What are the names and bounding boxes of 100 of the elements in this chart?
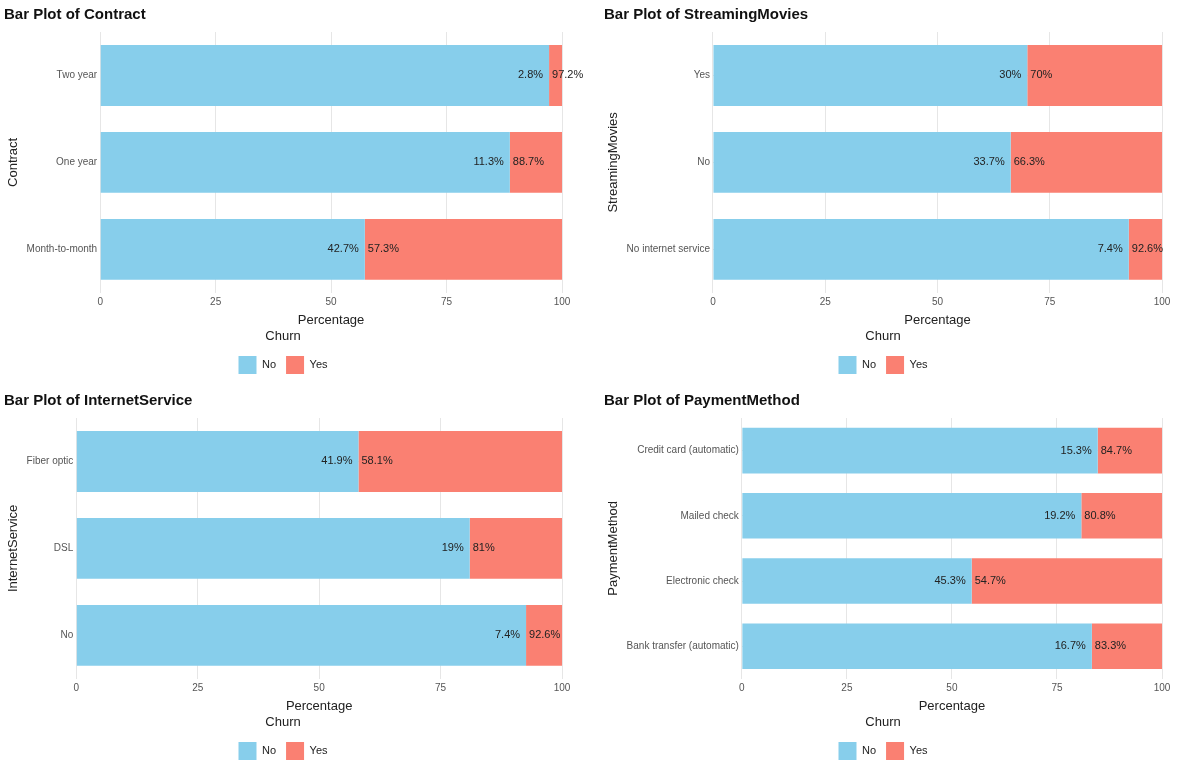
y-tick-label: No internet service: [626, 243, 711, 255]
legend-label: No: [862, 358, 877, 371]
annotation: 88.7%: [512, 155, 545, 168]
x-tick-label: 0: [710, 295, 717, 307]
legend-label: Yes: [909, 358, 928, 371]
x-tick-label: 100: [553, 295, 571, 307]
x-tick-label: 50: [325, 295, 338, 307]
chart-title: Bar Plot of PaymentMethod: [604, 391, 800, 409]
legend-title: Churn: [265, 714, 301, 730]
annotation: 30%: [999, 68, 1022, 81]
x-tick-label: 75: [435, 681, 447, 693]
x-tick-label: 50: [313, 681, 326, 693]
y-tick-label: Fiber optic: [26, 455, 74, 467]
x-tick-label: 100: [553, 681, 571, 693]
bar: [742, 492, 1082, 539]
y-tick-label: Credit card (automatic): [637, 444, 739, 456]
y-axis-title: PaymentMethod: [605, 501, 621, 596]
legend-title: Churn: [265, 328, 301, 344]
annotation: 19%: [441, 541, 464, 554]
x-tick-label: 0: [739, 681, 746, 693]
bar: [358, 431, 562, 492]
annotation: 42.7%: [327, 242, 360, 255]
bar: [742, 427, 1098, 474]
x-tick-label: 75: [1051, 681, 1063, 693]
y-tick-label: Month-to-month: [26, 243, 98, 255]
bar: [742, 623, 1092, 670]
bar: [713, 218, 1129, 280]
bar: [1081, 492, 1162, 539]
annotation: 19.2%: [1044, 508, 1076, 521]
x-tick-label: 75: [440, 295, 453, 307]
x-axis-title: Percentage: [904, 312, 971, 328]
annotation: 33.7%: [973, 155, 1005, 168]
bar: [364, 218, 562, 280]
y-axis-title: InternetService: [5, 504, 21, 593]
annotation: 84.7%: [1100, 443, 1133, 456]
legend-label: No: [262, 744, 277, 757]
annotation: 2.8%: [517, 68, 544, 81]
y-tick-label: Electronic check: [666, 574, 740, 586]
annotation: 92.6%: [529, 628, 561, 641]
bar: [100, 45, 550, 106]
bar: [100, 131, 510, 193]
annotation: 54.7%: [974, 574, 1007, 587]
x-tick-label: 50: [931, 295, 944, 307]
annotation: 80.8%: [1084, 508, 1116, 521]
bar: [971, 558, 1162, 604]
annotation: 70%: [1030, 68, 1053, 81]
legend-label: No: [262, 358, 277, 371]
bar: [1091, 623, 1162, 670]
y-tick-label: No: [697, 156, 711, 168]
x-tick-label: 100: [1153, 295, 1171, 307]
y-tick-label: Yes: [693, 69, 710, 81]
y-tick-label: Two year: [56, 69, 98, 81]
y-tick-label: Bank transfer (automatic): [626, 639, 739, 651]
annotation: 81%: [472, 541, 495, 554]
x-tick-label: 75: [1044, 295, 1056, 307]
x-tick-label: 25: [819, 295, 832, 307]
y-tick-label: No: [60, 629, 74, 641]
y-axis-title: StreamingMovies: [605, 111, 621, 213]
bar: [1128, 218, 1162, 280]
legend-title: Churn: [865, 714, 901, 730]
bar: [1010, 131, 1162, 193]
y-tick-label: One year: [56, 156, 98, 168]
x-tick-label: 100: [1153, 681, 1171, 693]
annotation: 7.4%: [494, 628, 521, 641]
annotation: 41.9%: [321, 454, 353, 467]
bar: [1097, 427, 1162, 474]
x-axis-title: Percentage: [297, 312, 365, 328]
annotation: 58.1%: [361, 454, 393, 467]
bar: [713, 45, 1028, 106]
bar: [469, 517, 562, 579]
x-tick-label: 0: [73, 681, 80, 693]
x-tick-label: 25: [210, 295, 222, 307]
bar: [742, 558, 972, 604]
bar: [76, 431, 359, 492]
annotation: 15.3%: [1060, 443, 1092, 456]
x-axis-title: Percentage: [918, 698, 986, 714]
legend-title: Churn: [865, 328, 901, 344]
x-tick-label: 25: [841, 681, 853, 693]
y-axis-title: Contract: [5, 137, 21, 187]
annotation: 57.3%: [367, 242, 400, 255]
annotation: 45.3%: [934, 574, 966, 587]
bar: [526, 604, 562, 666]
x-tick-label: 25: [192, 681, 204, 693]
annotation: 11.3%: [473, 155, 505, 168]
legend-label: Yes: [909, 744, 928, 757]
legend-label: Yes: [309, 358, 328, 371]
bar: [76, 604, 527, 666]
annotation: 66.3%: [1013, 155, 1046, 168]
chart-title: Bar Plot of InternetService: [4, 391, 193, 409]
annotation: 83.3%: [1094, 639, 1127, 652]
chart-title: Bar Plot of Contract: [4, 5, 146, 23]
annotation: 16.7%: [1054, 639, 1087, 652]
annotation: 7.4%: [1097, 242, 1123, 255]
y-tick-label: Mailed check: [680, 509, 740, 521]
bar: [100, 218, 365, 280]
legend-label: Yes: [309, 744, 328, 757]
y-tick-label: DSL: [53, 542, 74, 554]
x-axis-title: Percentage: [285, 698, 353, 714]
bar: [76, 517, 470, 579]
bar: [1027, 45, 1162, 106]
